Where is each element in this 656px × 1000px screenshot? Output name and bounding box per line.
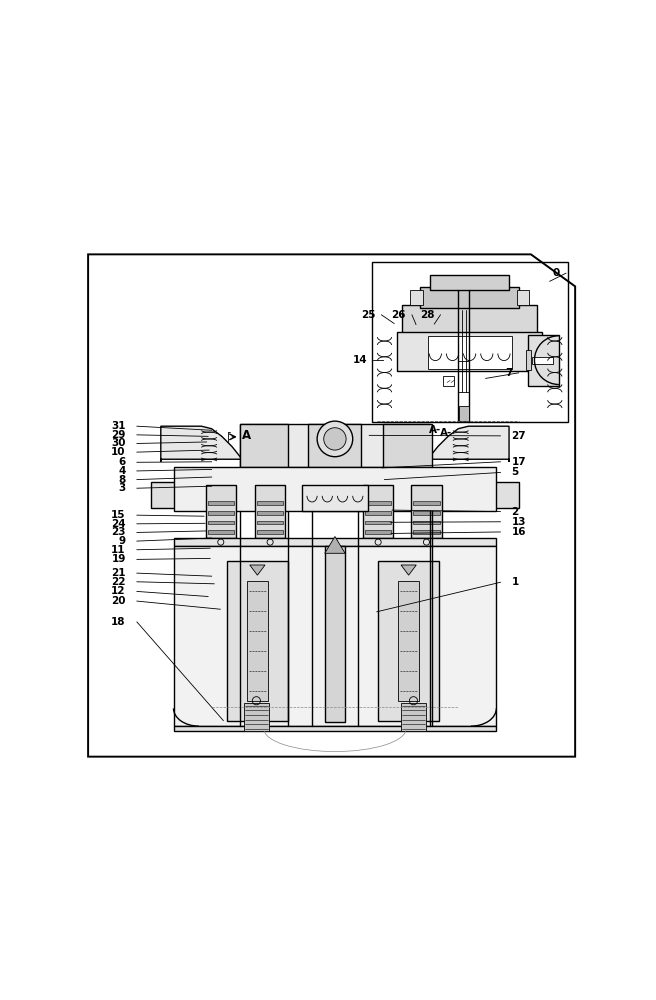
Text: 1: 1 [512, 577, 519, 587]
Polygon shape [325, 537, 345, 553]
Polygon shape [401, 565, 417, 575]
Text: 19: 19 [112, 554, 126, 564]
Text: 9: 9 [119, 536, 126, 546]
Bar [489, 482, 519, 508]
Polygon shape [428, 426, 509, 462]
Bar [239, 424, 288, 467]
Text: 25: 25 [361, 310, 375, 320]
Bar [207, 511, 234, 515]
Bar [398, 581, 419, 701]
Text: 3: 3 [119, 483, 126, 493]
Bar [365, 521, 392, 524]
Bar [517, 290, 529, 305]
Bar [308, 424, 361, 467]
Text: 21: 21 [112, 568, 126, 578]
Bar [302, 485, 368, 511]
Bar [378, 561, 439, 721]
Text: 22: 22 [112, 577, 126, 587]
Text: 11: 11 [112, 545, 126, 555]
Circle shape [324, 428, 346, 450]
Text: 13: 13 [512, 517, 526, 527]
Bar [239, 424, 430, 467]
Bar [207, 501, 234, 505]
Bar [365, 511, 392, 515]
Bar [227, 561, 288, 721]
Bar [411, 485, 441, 538]
Bar [413, 521, 440, 524]
Text: 29: 29 [112, 430, 126, 440]
Bar [257, 501, 283, 505]
Bar [413, 501, 440, 505]
Circle shape [317, 421, 353, 457]
Text: 30: 30 [112, 438, 126, 448]
Bar [443, 376, 454, 386]
Text: A: A [242, 429, 251, 442]
Text: 0: 0 [552, 268, 560, 278]
Bar [526, 350, 531, 370]
Text: 5: 5 [512, 467, 519, 477]
Bar [173, 538, 497, 546]
Bar [151, 482, 181, 508]
Bar [459, 406, 469, 421]
Text: 2: 2 [512, 507, 519, 517]
Polygon shape [250, 565, 265, 575]
Text: A-: A- [440, 428, 452, 438]
Bar [207, 521, 234, 524]
Bar [402, 305, 537, 333]
Text: 31: 31 [112, 421, 126, 431]
Text: 8: 8 [119, 475, 126, 485]
Text: 12: 12 [112, 586, 126, 596]
Polygon shape [161, 426, 242, 462]
Text: 6: 6 [119, 457, 126, 467]
Text: 7: 7 [505, 368, 512, 378]
Bar [413, 511, 440, 515]
Bar [257, 511, 283, 515]
Text: 16: 16 [512, 527, 526, 537]
Text: 14: 14 [352, 355, 367, 365]
Bar [430, 275, 509, 290]
Bar [255, 485, 285, 538]
Bar [533, 357, 553, 364]
Bar [247, 581, 268, 701]
Text: 10: 10 [112, 447, 126, 457]
Bar [205, 485, 236, 538]
Text: 27: 27 [512, 431, 526, 441]
Bar [207, 530, 234, 534]
Bar [257, 521, 283, 524]
Bar [243, 703, 269, 731]
Bar [173, 726, 497, 731]
Bar [413, 530, 440, 534]
Text: 24: 24 [111, 519, 126, 529]
Bar [173, 467, 497, 511]
Bar [401, 703, 426, 731]
Text: 4: 4 [118, 466, 126, 476]
Bar [257, 530, 283, 534]
Text: A-: A- [429, 425, 441, 435]
Text: 20: 20 [112, 596, 126, 606]
Text: 17: 17 [512, 457, 526, 467]
Bar [171, 444, 499, 724]
Bar [410, 290, 422, 305]
Bar [528, 335, 559, 386]
Bar [363, 485, 394, 538]
Bar [365, 530, 392, 534]
Bar [420, 287, 519, 308]
Bar [428, 336, 512, 369]
Bar [365, 501, 392, 505]
Text: 18: 18 [112, 617, 126, 627]
Bar [383, 424, 432, 467]
Bar [372, 262, 567, 422]
Text: 15: 15 [112, 510, 126, 520]
Bar [173, 546, 497, 726]
Bar [325, 546, 345, 722]
Text: 23: 23 [112, 527, 126, 537]
Text: 26: 26 [392, 310, 406, 320]
Bar [397, 332, 542, 371]
Text: 28: 28 [420, 310, 434, 320]
